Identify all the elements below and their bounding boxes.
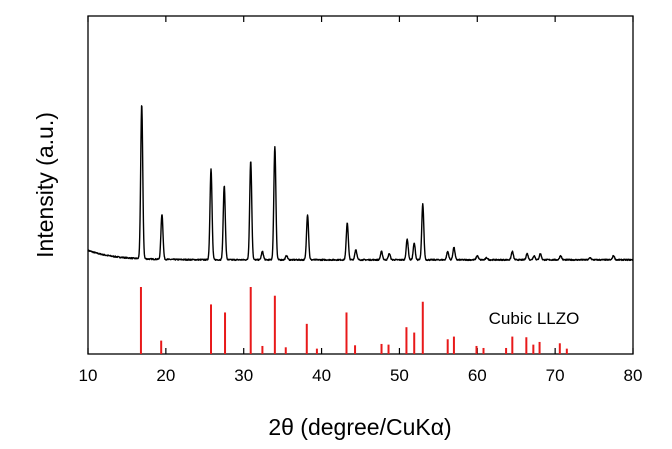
x-axis-tick-labels: 10 20 30 40 50 60 70 80 xyxy=(79,366,643,385)
x-tick-label-0: 10 xyxy=(79,366,98,385)
reference-label: Cubic LLZO xyxy=(489,309,580,328)
plot-frame xyxy=(87,15,634,355)
x-tick-label-4: 50 xyxy=(390,366,409,385)
x-axis-ticks xyxy=(87,16,634,354)
x-tick-label-3: 40 xyxy=(312,366,331,385)
xrd-pattern-line xyxy=(87,105,634,262)
x-axis-title: 2θ (degree/CuKα) xyxy=(268,414,451,440)
x-tick-label-1: 20 xyxy=(156,366,175,385)
x-tick-label-2: 30 xyxy=(234,366,253,385)
y-axis-title: Intensity (a.u.) xyxy=(32,112,58,258)
reference-sticks xyxy=(139,287,568,354)
x-tick-label-7: 80 xyxy=(624,366,643,385)
x-tick-label-5: 60 xyxy=(468,366,487,385)
x-tick-label-6: 70 xyxy=(546,366,565,385)
